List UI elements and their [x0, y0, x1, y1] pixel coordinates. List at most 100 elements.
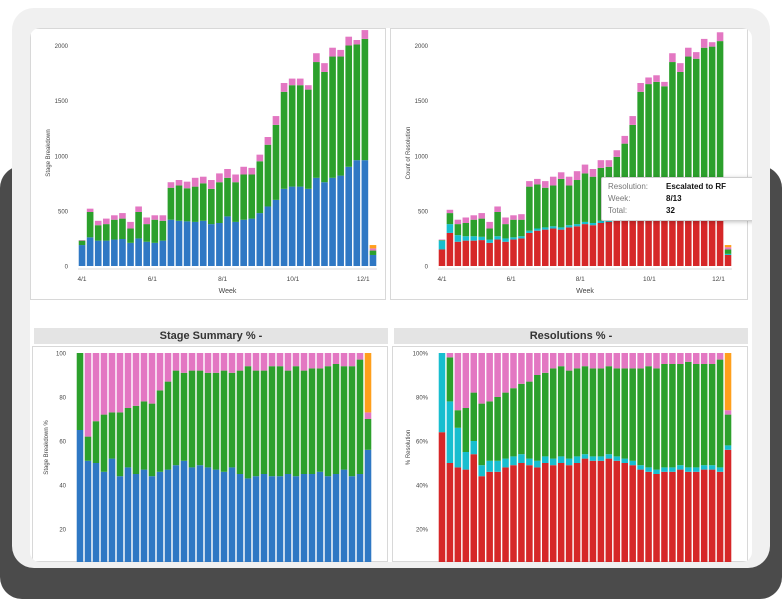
bar-segment-cyan: [613, 456, 621, 461]
chart-1: 0 500 1000 1500 2000 Stage Breakdown 4/1 6/1 8/1…: [30, 28, 386, 300]
bar-segment-pink: [212, 353, 220, 373]
bar-segment-blue: [86, 237, 94, 266]
bar-segment-cyan: [589, 456, 597, 461]
bar-segment-cyan: [692, 467, 700, 472]
y-tick-label: 0: [65, 265, 69, 271]
bar-segment-pink: [677, 63, 684, 72]
bar-segment-green: [661, 86, 668, 201]
bar-segment-red: [637, 469, 644, 562]
bar-segment-green: [494, 397, 501, 461]
bar-segment-pink: [534, 178, 541, 185]
bar-segment-red: [653, 206, 660, 266]
bar-segment-green: [353, 44, 361, 161]
bar-segment-red: [724, 254, 732, 266]
bar-segment-pink: [708, 353, 716, 364]
bar-segment-blue: [316, 471, 324, 562]
y-tick-label: 40: [59, 484, 66, 490]
bar-segment-green: [724, 249, 732, 254]
bar-segment-green: [613, 368, 621, 457]
bar-segment-green: [167, 187, 175, 220]
bar-segment-blue: [308, 474, 316, 562]
bar-segment-pink: [369, 248, 377, 251]
bar-segment-red: [518, 238, 525, 266]
bar-segment-green: [108, 412, 116, 459]
bar-segment-pink: [208, 180, 215, 189]
x-tick-label: 10/1: [287, 276, 300, 283]
bar-segment-blue: [329, 177, 336, 266]
bar-segment-red: [708, 469, 716, 562]
bar-segment-green: [280, 91, 288, 189]
bar-segment-pink: [645, 353, 652, 367]
bar-segment-blue: [224, 216, 231, 266]
bar-segment-pink: [84, 353, 92, 437]
bar-segment-green: [188, 370, 196, 468]
bar-segment-cyan: [669, 467, 676, 472]
bar-segment-green: [156, 390, 164, 472]
bar-segment-pink: [692, 52, 700, 59]
bar-segment-green: [199, 183, 207, 221]
bar-segment-pink: [321, 63, 328, 72]
bar-segment-red: [589, 460, 597, 562]
bar-segment-blue: [345, 166, 353, 266]
bar-segment-cyan: [494, 460, 501, 472]
bar-segment-blue: [183, 221, 191, 266]
bar-segment-cyan: [661, 467, 668, 472]
bar-segment-green: [581, 366, 589, 455]
y-tick-label: 1000: [55, 154, 69, 160]
bar-segment-green: [345, 45, 353, 167]
bar-segment-green: [175, 185, 183, 221]
bar-segment-red: [716, 471, 724, 562]
bar-segment-green: [102, 224, 110, 241]
bar-segment-blue: [348, 476, 356, 562]
bar-segment-pink: [191, 177, 199, 187]
bar-segment-pink: [534, 353, 541, 375]
bar-segment-cyan: [597, 456, 605, 461]
bar-segment-red: [470, 240, 478, 266]
tooltip-week-value: 8/13: [666, 194, 682, 203]
bar-segment-green: [446, 357, 454, 402]
bar-segment-blue: [252, 476, 260, 562]
bar-segment-pink: [316, 353, 324, 369]
bar-segment-red: [470, 454, 478, 562]
bar-segment-pink: [724, 247, 732, 250]
bar-segment-red: [661, 471, 668, 562]
bar-segment-cyan: [446, 224, 454, 233]
bar-segment-blue: [132, 474, 140, 562]
bar-segment-green: [348, 366, 356, 477]
bar-segment-cyan: [486, 239, 493, 243]
bar-segment-pink: [135, 206, 142, 212]
bar-segment-pink: [236, 353, 244, 371]
bar-segment-blue: [175, 220, 183, 266]
bar-segment-green: [292, 366, 300, 477]
bar-segment-pink: [284, 353, 292, 371]
x-tick-label: 4/1: [437, 276, 446, 283]
bar-segment-green: [605, 366, 613, 455]
bar-segment-pink: [605, 353, 613, 367]
y-axis-label: Stage Breakdown: [46, 129, 52, 176]
tooltip-total-label: Total:: [608, 206, 628, 215]
bar-segment-green: [557, 366, 565, 457]
bar-segment-red: [565, 465, 573, 562]
bar-segment-pink: [244, 353, 252, 367]
bar-segment-orange: [724, 245, 732, 248]
bar-segment-blue: [228, 467, 236, 562]
bar-segment-green: [324, 366, 332, 477]
bar-segment-green: [316, 368, 324, 472]
x-tick-label: 6/1: [507, 276, 516, 283]
bar-segment-pink: [313, 53, 320, 63]
bar-segment-green: [629, 124, 636, 212]
bar-segment-pink: [661, 353, 668, 364]
bar-segment-green: [356, 359, 364, 474]
bar-segment-pink: [526, 181, 533, 187]
bar-segment-green: [685, 56, 692, 195]
bar-segment-red: [549, 465, 557, 562]
bar-segment-blue: [102, 240, 110, 266]
bar-segment-blue: [204, 467, 212, 562]
bar-segment-red: [573, 463, 581, 562]
bar-segment-pink: [196, 353, 204, 371]
bar-segment-green: [653, 81, 660, 204]
bar-segment-green: [252, 370, 260, 477]
bar-segment-green: [486, 228, 493, 240]
bar-segment-blue: [124, 467, 132, 562]
bar-segment-blue: [188, 467, 196, 562]
